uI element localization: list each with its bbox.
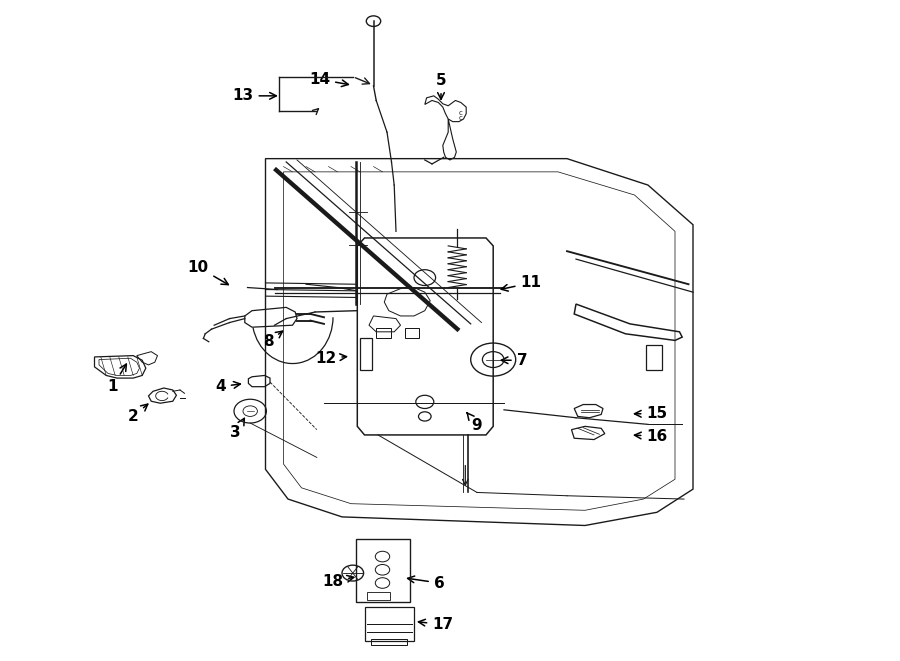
- Text: 13: 13: [232, 89, 276, 103]
- Text: c: c: [459, 110, 463, 116]
- Text: 5: 5: [436, 73, 446, 99]
- Text: 7: 7: [501, 353, 527, 368]
- Text: 12: 12: [315, 351, 346, 366]
- Text: 2: 2: [128, 404, 148, 424]
- Bar: [367, 592, 390, 600]
- Bar: [364, 607, 414, 641]
- Text: 11: 11: [501, 276, 542, 291]
- Bar: [371, 639, 407, 645]
- Bar: [376, 328, 391, 338]
- Text: 6: 6: [408, 576, 445, 590]
- Bar: [405, 328, 419, 338]
- Text: 16: 16: [634, 429, 668, 444]
- Text: 3: 3: [230, 418, 244, 440]
- Text: 4: 4: [215, 379, 240, 394]
- Text: 18: 18: [322, 574, 354, 589]
- Text: 9: 9: [467, 412, 482, 432]
- Text: 1: 1: [107, 364, 126, 394]
- Text: 15: 15: [634, 407, 668, 421]
- Bar: [360, 338, 372, 370]
- Text: 14: 14: [309, 72, 348, 87]
- Bar: [646, 345, 662, 370]
- Text: 8: 8: [263, 331, 283, 349]
- Text: c: c: [459, 115, 463, 122]
- Text: 17: 17: [418, 617, 454, 632]
- Text: 10: 10: [187, 260, 229, 285]
- Bar: [356, 539, 410, 602]
